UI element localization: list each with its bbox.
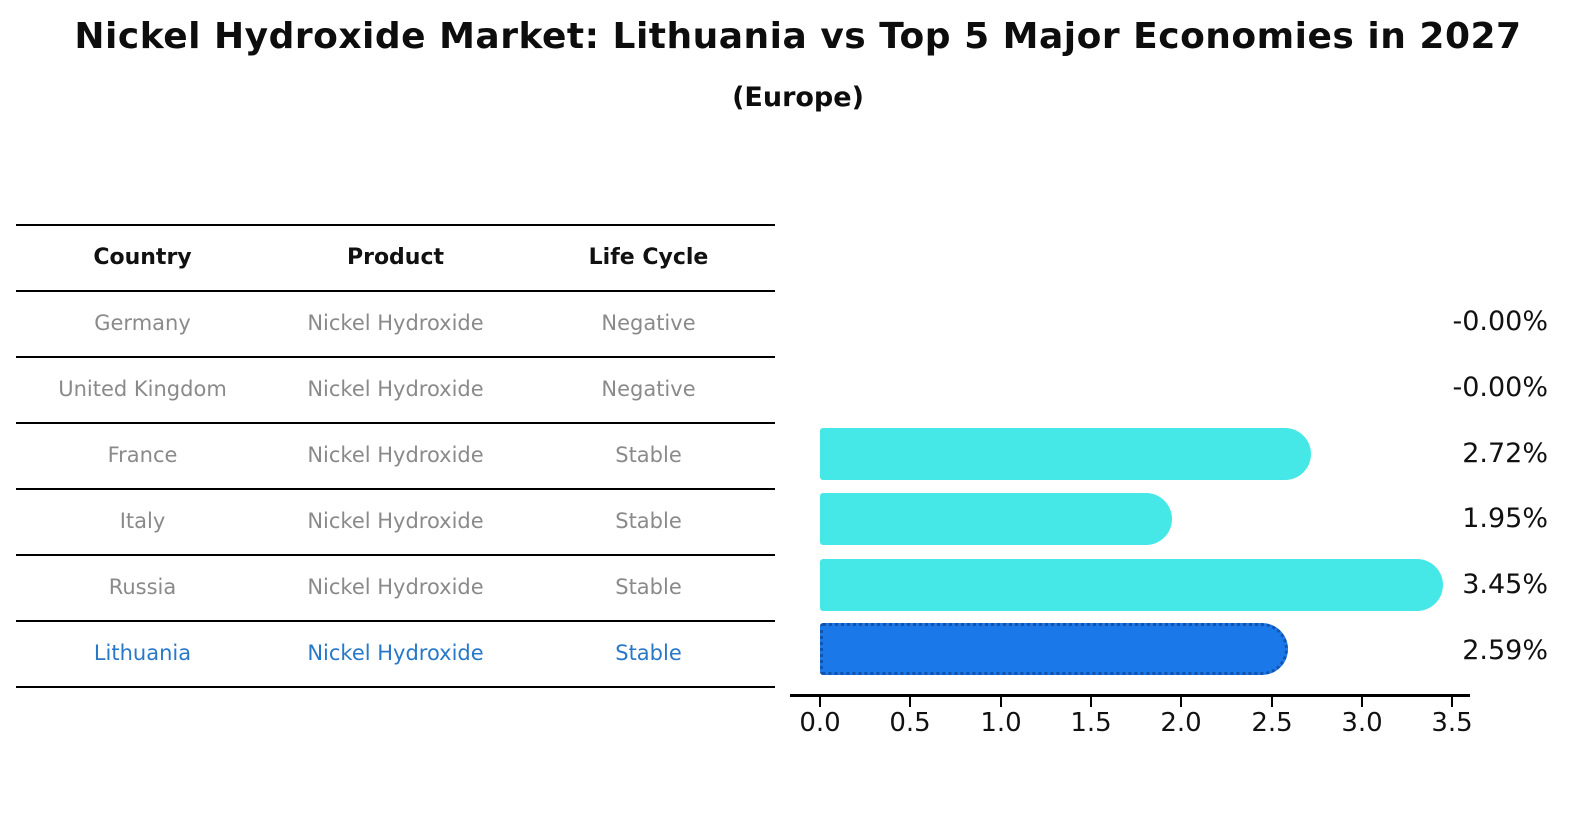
lifecycle-cell: Negative <box>601 311 696 335</box>
bar-lithuania <box>820 623 1288 675</box>
table-divider <box>16 686 775 688</box>
bar-france <box>820 428 1312 480</box>
table-row-france: France Nickel Hydroxide Stable <box>16 422 775 488</box>
x-axis-tick-label: 1.5 <box>1070 708 1112 738</box>
x-axis-tick <box>1361 696 1363 707</box>
bar-italy <box>820 493 1173 545</box>
table-divider <box>16 290 775 292</box>
table-divider <box>16 224 775 226</box>
lifecycle-cell: Stable <box>615 443 682 467</box>
lifecycle-cell: Stable <box>615 509 682 533</box>
table-row-lithuania: Lithuania Nickel Hydroxide Stable <box>16 620 775 686</box>
x-axis-tick-label: 3.0 <box>1341 708 1383 738</box>
x-axis-tick <box>1451 696 1453 707</box>
chart-title: Nickel Hydroxide Market: Lithuania vs To… <box>74 16 1522 57</box>
x-axis-tick <box>1000 696 1002 707</box>
value-label-lithuania: 2.59% <box>1462 635 1548 666</box>
value-label-france: 2.72% <box>1462 438 1548 469</box>
bar-russia <box>820 559 1444 611</box>
product-cell: Nickel Hydroxide <box>307 311 484 335</box>
product-cell: Nickel Hydroxide <box>307 509 484 533</box>
table-divider <box>16 422 775 424</box>
country-cell: Italy <box>119 509 166 533</box>
product-cell: Nickel Hydroxide <box>307 575 484 599</box>
x-axis-tick <box>909 696 911 707</box>
country-cell: Germany <box>94 311 191 335</box>
table-row-russia: Russia Nickel Hydroxide Stable <box>16 554 775 620</box>
column-header-product: Product <box>346 244 445 270</box>
table-row-germany: Germany Nickel Hydroxide Negative <box>16 290 775 356</box>
table-row-united-kingdom: United Kingdom Nickel Hydroxide Negative <box>16 356 775 422</box>
country-cell: Russia <box>108 575 177 599</box>
table-divider <box>16 356 775 358</box>
column-header-country: Country <box>93 244 192 270</box>
country-cell: France <box>107 443 178 467</box>
value-label-united-kingdom: -0.00% <box>1452 372 1548 403</box>
value-label-russia: 3.45% <box>1462 569 1548 600</box>
x-axis-line <box>790 694 1470 697</box>
table-row-italy: Italy Nickel Hydroxide Stable <box>16 488 775 554</box>
country-cell: United Kingdom <box>58 377 227 401</box>
product-cell: Nickel Hydroxide <box>307 377 484 401</box>
x-axis-tick-label: 3.5 <box>1431 708 1473 738</box>
product-cell: Nickel Hydroxide <box>307 641 484 665</box>
x-axis-tick-label: 2.5 <box>1251 708 1293 738</box>
value-label-germany: -0.00% <box>1452 306 1548 337</box>
lifecycle-cell: Stable <box>615 641 682 665</box>
table-divider <box>16 620 775 622</box>
x-axis-tick <box>1271 696 1273 707</box>
table-header-row: Country Product Life Cycle <box>16 224 775 290</box>
lifecycle-cell: Stable <box>615 575 682 599</box>
x-axis-tick-label: 0.0 <box>799 708 841 738</box>
table-divider <box>16 554 775 556</box>
x-axis-tick-label: 2.0 <box>1160 708 1202 738</box>
column-header-lifecycle: Life Cycle <box>588 244 709 270</box>
x-axis-tick <box>1090 696 1092 707</box>
table-divider <box>16 488 775 490</box>
lifecycle-cell: Negative <box>601 377 696 401</box>
chart-subtitle: (Europe) <box>732 82 864 113</box>
x-axis-tick <box>819 696 821 707</box>
product-cell: Nickel Hydroxide <box>307 443 484 467</box>
x-axis-tick-label: 1.0 <box>980 708 1022 738</box>
value-label-italy: 1.95% <box>1462 503 1548 534</box>
x-axis-tick-label: 0.5 <box>889 708 931 738</box>
country-cell: Lithuania <box>93 641 192 665</box>
x-axis-tick <box>1180 696 1182 707</box>
